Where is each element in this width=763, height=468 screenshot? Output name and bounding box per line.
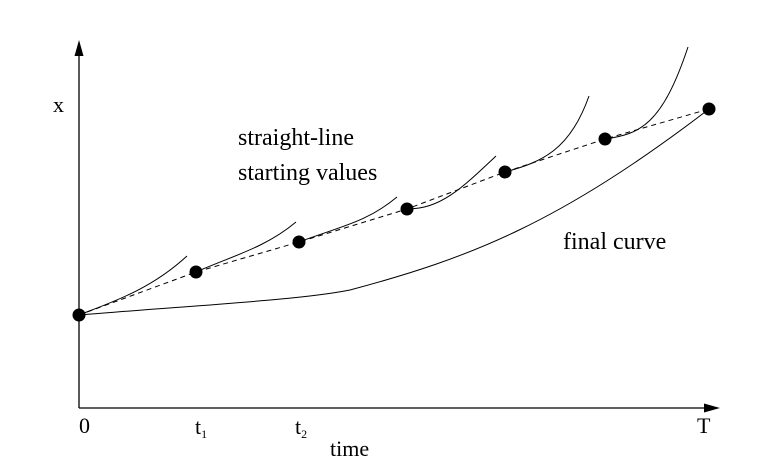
annotation-starting-values: starting values [238, 160, 377, 186]
y-axis-label: x [53, 92, 64, 117]
trial-curve-4 [406, 155, 497, 210]
trial-curve-6 [604, 46, 689, 140]
annotation-straight-line: straight-line [238, 125, 354, 151]
x-axis-arrowhead [704, 403, 720, 413]
annotation-final-curve: final curve [563, 229, 666, 255]
tick-label-zero: 0 [79, 413, 90, 438]
shooting-point-t1 [189, 265, 203, 279]
trial-curve-3 [298, 196, 398, 243]
final-curve [78, 108, 710, 316]
tick-label-end: T [697, 413, 711, 438]
x-axis-label: time [330, 436, 369, 461]
end-point [702, 102, 716, 116]
starting-values-dashed-line [78, 108, 710, 316]
trial-curve-1 [78, 255, 188, 316]
trial-curve-5 [504, 95, 590, 173]
start-point [72, 308, 86, 322]
shooting-point-5 [598, 132, 612, 146]
tick-label-t2: t2 [295, 414, 307, 441]
tick-label-t1: t1 [195, 414, 207, 441]
shooting-point-t2 [292, 235, 306, 249]
shooting-point-4 [498, 165, 512, 179]
shooting-point-3 [400, 202, 414, 216]
y-axis-arrowhead [74, 40, 84, 56]
trial-curve-2 [195, 221, 297, 273]
